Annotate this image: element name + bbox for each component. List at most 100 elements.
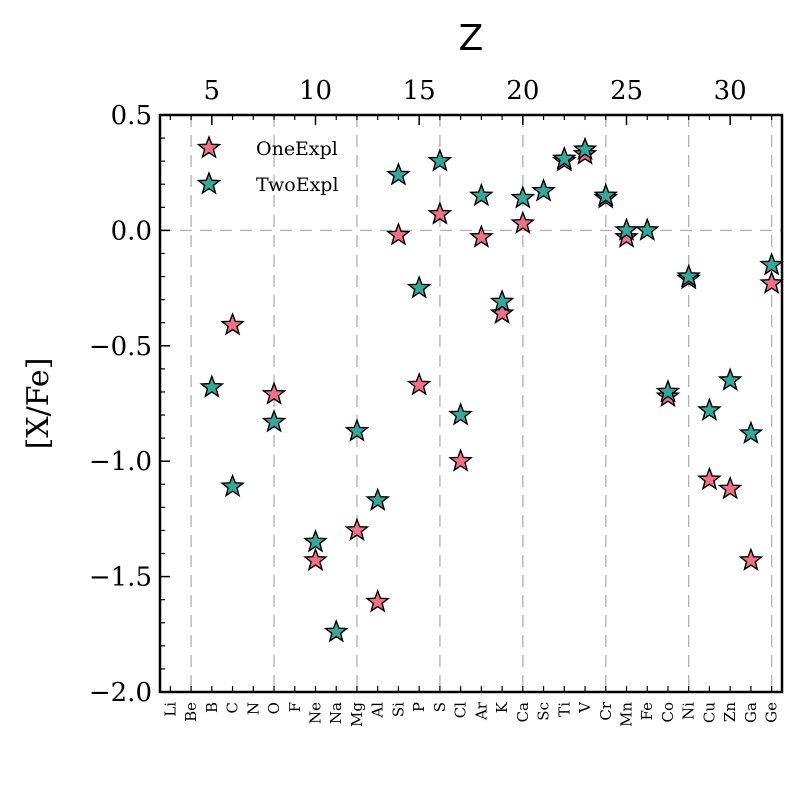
- star-point-twoexpl: [551, 145, 577, 170]
- star-point-oneexpl: [717, 475, 743, 500]
- element-label-c: C: [224, 702, 242, 713]
- star-point-twoexpl: [365, 487, 391, 511]
- star-point-oneexpl: [303, 547, 328, 571]
- series-twoexpl: [199, 136, 784, 643]
- element-label-li: Li: [161, 702, 179, 717]
- star-point-oneexpl: [738, 547, 764, 571]
- star-point-oneexpl: [365, 588, 391, 613]
- element-label-f: F: [286, 702, 304, 712]
- star-point-oneexpl: [469, 224, 494, 248]
- y-tick-label: 0.5: [111, 101, 152, 131]
- element-label-b: B: [203, 702, 221, 713]
- star-point-twoexpl: [531, 178, 556, 202]
- star-point-twoexpl: [655, 378, 681, 403]
- element-label-al: Al: [369, 702, 387, 719]
- legend: OneExpl TwoExpl: [196, 135, 339, 196]
- star-point-twoexpl: [759, 252, 784, 276]
- element-label-co: Co: [659, 702, 677, 723]
- star-point-oneexpl: [261, 381, 287, 405]
- star-point-twoexpl: [510, 185, 536, 209]
- star-point-twoexpl: [717, 367, 743, 391]
- star-point-twoexpl: [323, 618, 349, 643]
- grid-lines: [160, 115, 782, 692]
- data-points: [199, 136, 784, 643]
- element-label-o: O: [265, 702, 283, 714]
- star-point-twoexpl: [572, 136, 598, 161]
- star-point-oneexpl: [220, 312, 245, 336]
- star-point-twoexpl: [593, 182, 619, 207]
- star-point-twoexpl: [634, 217, 660, 241]
- y-tick-label: −1.5: [89, 563, 152, 593]
- star-point-twoexpl: [738, 420, 764, 445]
- star-point-twoexpl: [406, 275, 432, 299]
- y-tick-label: 0.0: [111, 216, 152, 246]
- element-label-ge: Ge: [763, 702, 781, 723]
- y-tick-label: −1.0: [89, 447, 152, 477]
- top-tick-label: 15: [403, 76, 436, 106]
- plot-frame: [158, 113, 784, 694]
- element-label-cr: Cr: [597, 701, 615, 720]
- legend-marker: [196, 171, 222, 195]
- element-label-ar: Ar: [472, 701, 490, 721]
- star-point-oneexpl: [614, 224, 639, 248]
- element-label-ca: Ca: [514, 702, 532, 722]
- legend-item-oneexpl: OneExpl: [196, 135, 338, 160]
- legend-item-twoexpl: TwoExpl: [196, 171, 339, 196]
- element-label-ti: Ti: [555, 702, 573, 717]
- element-label-v: V: [576, 701, 594, 714]
- top-axis-title: Z: [459, 18, 484, 59]
- element-label-ga: Ga: [742, 702, 760, 723]
- element-label-s: S: [431, 702, 449, 712]
- element-label-sc: Sc: [535, 702, 553, 721]
- star-point-twoexpl: [386, 162, 411, 186]
- star-point-twoexpl: [469, 182, 494, 207]
- star-point-oneexpl: [427, 201, 453, 225]
- element-label-na: Na: [327, 702, 345, 724]
- y-tick-label: −2.0: [89, 678, 152, 708]
- star-point-twoexpl: [303, 528, 328, 553]
- star-point-twoexpl: [220, 473, 245, 498]
- element-label-zn: Zn: [721, 702, 739, 722]
- star-point-oneexpl: [697, 466, 722, 491]
- legend-label: OneExpl: [256, 138, 338, 160]
- legend-label: TwoExpl: [256, 174, 339, 196]
- element-label-cu: Cu: [700, 702, 718, 723]
- star-point-twoexpl: [614, 217, 639, 241]
- star-point-oneexpl: [448, 448, 473, 472]
- top-tick-label: 30: [714, 76, 747, 106]
- axis-ticks: 5 10 15 20 25 30 Li Be B C N O F Ne Na Mg Al Si P S Cl Ar K Ca S…: [89, 76, 781, 727]
- top-tick-label: 20: [506, 76, 539, 106]
- star-point-oneexpl: [386, 222, 411, 246]
- star-point-oneexpl: [759, 270, 784, 294]
- star-point-oneexpl: [406, 372, 432, 396]
- star-point-oneexpl: [510, 210, 536, 234]
- y-tick-label: −0.5: [89, 332, 152, 362]
- star-point-twoexpl: [676, 263, 702, 288]
- star-point-twoexpl: [489, 288, 515, 313]
- star-point-twoexpl: [199, 374, 225, 398]
- legend-marker: [196, 135, 222, 159]
- star-point-twoexpl: [261, 408, 287, 433]
- star-point-oneexpl: [489, 300, 515, 325]
- top-tick-label: 10: [299, 76, 332, 106]
- star-point-twoexpl: [448, 402, 473, 426]
- star-point-twoexpl: [344, 418, 370, 442]
- element-label-ne: Ne: [307, 702, 325, 724]
- element-label-be: Be: [182, 702, 200, 722]
- element-label-n: N: [244, 702, 262, 715]
- element-label-mn: Mn: [618, 702, 636, 727]
- element-label-si: Si: [389, 702, 407, 717]
- series-oneexpl: [220, 141, 784, 613]
- star-point-twoexpl: [427, 148, 453, 172]
- star-point-oneexpl: [344, 517, 370, 541]
- element-label-fe: Fe: [638, 702, 656, 721]
- element-label-mg: Mg: [348, 702, 366, 727]
- element-label-p: P: [410, 702, 428, 712]
- top-tick-label: 25: [610, 76, 643, 106]
- element-label-k: K: [493, 701, 511, 713]
- y-axis-title: [X/Fe]: [21, 358, 56, 450]
- element-label-ni: Ni: [680, 702, 698, 720]
- element-label-cl: Cl: [452, 702, 470, 718]
- top-tick-label: 5: [204, 76, 221, 106]
